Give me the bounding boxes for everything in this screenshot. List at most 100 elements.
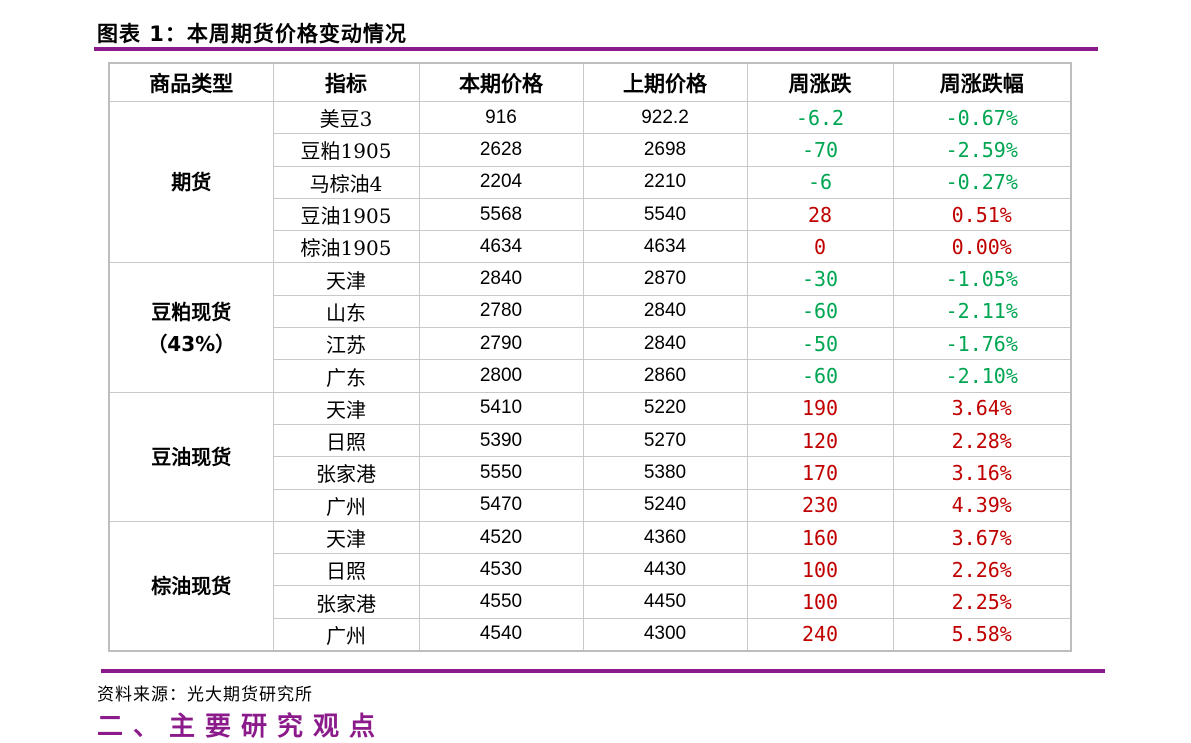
current-price-cell: 2628	[418, 133, 584, 167]
header-previous-price: 上期价格	[582, 62, 748, 102]
current-price-cell: 4634	[418, 230, 584, 264]
category-label: 期货	[171, 170, 212, 195]
weekly-change-cell: 0	[746, 230, 894, 264]
weekly-change-cell: 240	[746, 617, 894, 652]
previous-price-cell: 5240	[582, 488, 748, 522]
previous-price-cell: 5380	[582, 456, 748, 490]
header-weekly-change-pct: 周涨跌幅	[892, 62, 1072, 102]
indicator-cell: 广东	[272, 359, 420, 393]
previous-price-cell: 2840	[582, 327, 748, 361]
indicator-cell: 江苏	[272, 327, 420, 361]
category-cell: 豆粕现货 （43%）	[108, 262, 274, 393]
table-row: 豆粕现货 （43%） 天津 2840 2870 -30 -1.05%	[108, 262, 1072, 393]
weekly-change-pct-cell: 2.26%	[892, 553, 1072, 587]
table-row: 豆粕1905 2628 2698 -70 -2.59%	[109, 133, 1072, 167]
table-row: 山东 2780 2840 -60 -2.11%	[109, 294, 1072, 329]
indicator-cell: 天津	[272, 520, 420, 555]
header-indicator: 指标	[272, 62, 420, 102]
current-price-cell: 4520	[418, 520, 584, 555]
top-divider	[94, 47, 1098, 51]
weekly-change-pct-cell: -2.59%	[892, 133, 1072, 167]
current-price-cell: 4530	[418, 553, 584, 587]
weekly-change-pct-cell: 4.39%	[892, 488, 1072, 522]
weekly-change-pct-cell: 3.16%	[892, 456, 1072, 490]
weekly-change-cell: 100	[746, 553, 894, 587]
weekly-change-pct-cell: -0.27%	[892, 165, 1072, 199]
bottom-divider	[101, 669, 1105, 673]
previous-price-cell: 5540	[582, 197, 748, 232]
weekly-change-pct-cell: -1.05%	[892, 262, 1072, 296]
weekly-change-cell: 230	[746, 488, 894, 522]
table-row: 豆油现货 天津 5410 5220 190 3.64%	[108, 391, 1072, 522]
current-price-cell: 5550	[418, 456, 584, 490]
previous-price-cell: 4634	[582, 230, 748, 264]
category-cell: 棕油现货	[108, 520, 274, 652]
next-section-heading: 二、主要研究观点	[97, 712, 386, 742]
previous-price-cell: 2210	[582, 165, 748, 199]
current-price-cell: 2840	[418, 262, 584, 296]
current-price-cell: 4540	[418, 617, 584, 652]
weekly-change-cell: 160	[746, 520, 894, 555]
indicator-cell: 天津	[272, 391, 420, 425]
indicator-cell: 山东	[272, 294, 420, 329]
indicator-cell: 张家港	[272, 585, 420, 619]
current-price-cell: 2800	[418, 359, 584, 393]
indicator-cell: 张家港	[272, 456, 420, 490]
indicator-cell: 日照	[272, 553, 420, 587]
weekly-change-cell: -30	[746, 262, 894, 296]
indicator-cell: 豆粕1905	[272, 133, 420, 167]
table-row: 棕油1905 4634 4634 0 0.00%	[109, 230, 1072, 264]
category-label: 豆粕现货	[151, 299, 232, 324]
previous-price-cell: 2870	[582, 262, 748, 296]
previous-price-cell: 2860	[582, 359, 748, 393]
current-price-cell: 5470	[418, 488, 584, 522]
indicator-cell: 天津	[272, 262, 420, 296]
current-price-cell: 5410	[418, 391, 584, 425]
current-price-cell: 5390	[418, 423, 584, 458]
indicator-cell: 广州	[272, 617, 420, 652]
previous-price-cell: 4360	[582, 520, 748, 555]
table-row: 豆油1905 5568 5540 28 0.51%	[109, 197, 1072, 232]
table-body: 期货 美豆3 916 922.2 -6.2 -0.67% 豆粕1905 2628 2698 -70…	[108, 100, 1072, 652]
table-row: 张家港 5550 5380 170 3.16%	[109, 456, 1072, 490]
header-weekly-change: 周涨跌	[746, 62, 894, 102]
weekly-change-pct-cell: 0.51%	[892, 197, 1072, 232]
table-row: 张家港 4550 4450 100 2.25%	[109, 585, 1072, 619]
weekly-change-cell: 28	[746, 197, 894, 232]
indicator-cell: 马棕油4	[272, 165, 420, 199]
current-price-cell: 5568	[418, 197, 584, 232]
weekly-change-pct-cell: 3.67%	[892, 520, 1072, 555]
weekly-change-cell: -60	[746, 359, 894, 393]
price-change-table: 商品类型 指标 本期价格 上期价格 周涨跌 周涨跌幅 期货 美豆3 916 922.2…	[108, 62, 1072, 653]
previous-price-cell: 922.2	[582, 100, 748, 135]
weekly-change-cell: -60	[746, 294, 894, 329]
current-price-cell: 2790	[418, 327, 584, 361]
weekly-change-pct-cell: -1.76%	[892, 327, 1072, 361]
weekly-change-cell: -70	[746, 133, 894, 167]
previous-price-cell: 5270	[582, 423, 748, 458]
current-price-cell: 2204	[418, 165, 584, 199]
table-row: 马棕油4 2204 2210 -6 -0.27%	[109, 165, 1072, 199]
indicator-cell: 广州	[272, 488, 420, 522]
weekly-change-cell: -6.2	[746, 100, 894, 135]
category-label: 豆油现货	[151, 444, 232, 469]
weekly-change-pct-cell: -2.11%	[892, 294, 1072, 329]
category-cell: 期货	[108, 100, 274, 264]
previous-price-cell: 2840	[582, 294, 748, 329]
weekly-change-pct-cell: -2.10%	[892, 359, 1072, 393]
price-table-container: 商品类型 指标 本期价格 上期价格 周涨跌 周涨跌幅 期货 美豆3 916 922.2…	[108, 62, 1072, 653]
table-row: 广州 5470 5240 230 4.39%	[109, 488, 1072, 522]
weekly-change-cell: -6	[746, 165, 894, 199]
header-current-price: 本期价格	[418, 62, 584, 102]
table-row: 广东 2800 2860 -60 -2.10%	[109, 359, 1072, 393]
previous-price-cell: 4300	[582, 617, 748, 652]
category-cell: 豆油现货	[108, 391, 274, 522]
table-header-row: 商品类型 指标 本期价格 上期价格 周涨跌 周涨跌幅	[108, 62, 1072, 102]
weekly-change-cell: 170	[746, 456, 894, 490]
weekly-change-pct-cell: 0.00%	[892, 230, 1072, 264]
weekly-change-cell: 190	[746, 391, 894, 425]
category-label: 棕油现货	[151, 573, 232, 598]
previous-price-cell: 4430	[582, 553, 748, 587]
header-category: 商品类型	[108, 62, 274, 102]
indicator-cell: 棕油1905	[272, 230, 420, 264]
